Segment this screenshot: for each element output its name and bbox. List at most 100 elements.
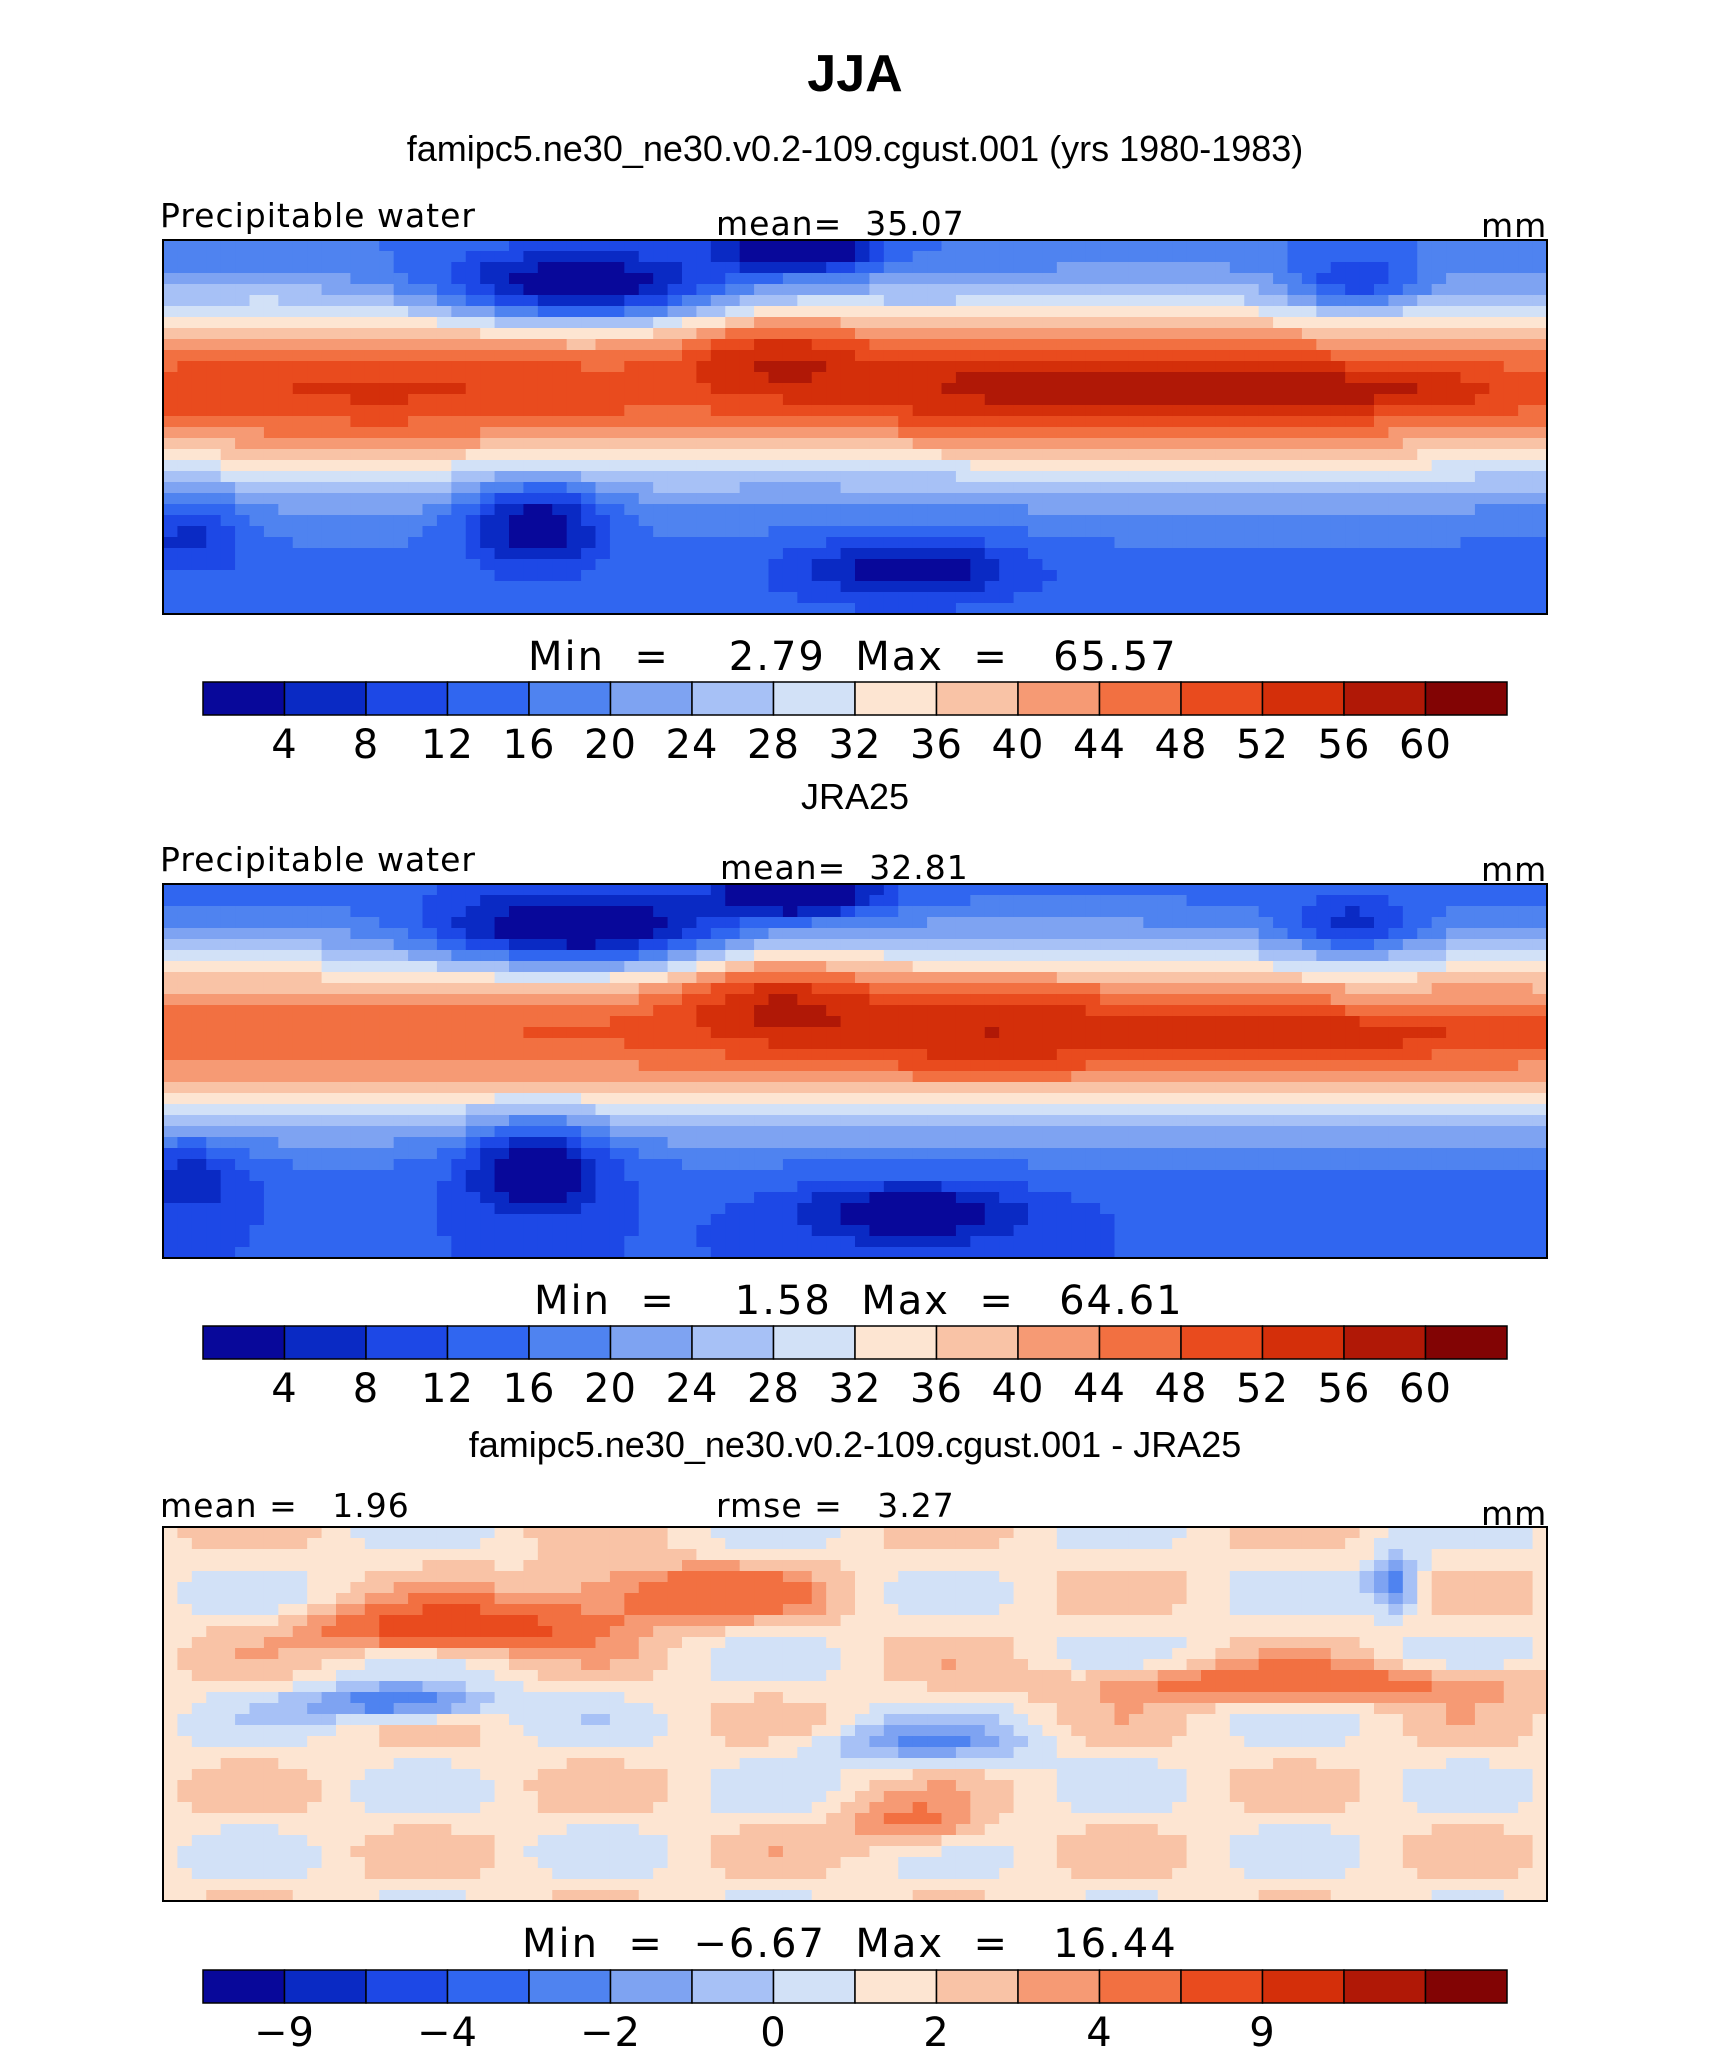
field-cell [1244, 471, 1260, 483]
field-cell [1417, 273, 1433, 285]
field-cell [408, 372, 424, 384]
field-cell [1114, 581, 1130, 593]
field-cell [1388, 284, 1404, 296]
field-cell [1374, 350, 1390, 362]
field-cell [898, 482, 914, 494]
field-cell [1013, 273, 1029, 285]
field-cell [696, 526, 712, 538]
field-cell [941, 306, 957, 318]
field-cell [321, 884, 337, 896]
field-cell [941, 284, 957, 296]
field-cell [1258, 284, 1274, 296]
field-cell [1172, 416, 1188, 428]
field-cell [855, 537, 871, 549]
field-cell [739, 950, 755, 962]
field-cell [1258, 295, 1274, 307]
field-cell [826, 1060, 842, 1072]
field-cell [624, 361, 640, 373]
field-cell [840, 559, 856, 571]
field-cell [869, 449, 885, 461]
field-cell [191, 1027, 207, 1039]
field-cell [1402, 317, 1418, 329]
field-cell [249, 515, 265, 527]
field-cell [1402, 917, 1418, 929]
field-cell [754, 482, 770, 494]
field-cell [480, 917, 496, 929]
field-cell [451, 471, 467, 483]
field-cell [408, 383, 424, 395]
field-cell [1489, 1016, 1505, 1028]
field-cell [1258, 350, 1274, 362]
field-cell [624, 427, 640, 439]
field-cell [883, 548, 899, 560]
field-cell [898, 972, 914, 984]
field-cell [436, 273, 452, 285]
field-cell [1085, 884, 1101, 896]
field-cell [249, 1049, 265, 1061]
field-cell [422, 240, 438, 252]
field-cell [826, 515, 842, 527]
field-cell [1229, 273, 1245, 285]
field-cell [955, 493, 971, 505]
field-cell [292, 504, 308, 516]
field-cell [1518, 1060, 1534, 1072]
field-cell [883, 251, 899, 263]
field-cell [566, 405, 582, 417]
field-cell [307, 526, 323, 538]
field-cell [869, 427, 885, 439]
field-cell [1056, 939, 1072, 951]
field-cell [321, 471, 337, 483]
field-cell [552, 570, 568, 582]
field-cell [1446, 306, 1462, 318]
field-cell [1013, 328, 1029, 340]
field-cell [581, 559, 597, 571]
field-cell [1287, 537, 1303, 549]
field-cell [1532, 383, 1548, 395]
field-cell [768, 339, 784, 351]
field-cell [1273, 471, 1289, 483]
field-cell [1114, 537, 1130, 549]
field-cell [1330, 251, 1346, 263]
field-cell [609, 1071, 625, 1083]
field-cell [696, 350, 712, 362]
field-cell [1042, 994, 1058, 1006]
field-cell [609, 570, 625, 582]
field-cell [292, 1060, 308, 1072]
field-cell [379, 928, 395, 940]
field-cell [1157, 504, 1173, 516]
field-cell [235, 339, 251, 351]
field-cell [1316, 350, 1332, 362]
field-cell [1532, 328, 1548, 340]
field-cell [1201, 449, 1217, 461]
field-cell [1042, 372, 1058, 384]
field-cell [999, 328, 1015, 340]
field-cell [336, 994, 352, 1006]
field-cell [523, 383, 539, 395]
field-cell [206, 471, 222, 483]
field-cell [710, 906, 726, 918]
field-cell [1359, 240, 1375, 252]
field-cell [898, 295, 914, 307]
field-cell [667, 917, 683, 929]
field-cell [811, 1005, 827, 1017]
field-cell [278, 526, 294, 538]
field-cell [336, 383, 352, 395]
field-cell [1215, 251, 1231, 263]
field-cell [1460, 559, 1476, 571]
colorbar-swatch-10 [935, 681, 1019, 716]
field-cell [725, 1027, 741, 1039]
field-cell [1028, 251, 1044, 263]
field-cell [350, 1071, 366, 1083]
field-cell [1229, 603, 1245, 615]
field-cell [1345, 895, 1361, 907]
field-cell [1503, 1016, 1519, 1028]
field-cell [1287, 394, 1303, 406]
field-cell [1114, 983, 1130, 995]
field-cell [552, 939, 568, 951]
field-cell [855, 427, 871, 439]
field-cell [768, 515, 784, 527]
field-cell [826, 1027, 842, 1039]
field-cell [206, 284, 222, 296]
field-cell [206, 950, 222, 962]
field-cell [206, 504, 222, 516]
